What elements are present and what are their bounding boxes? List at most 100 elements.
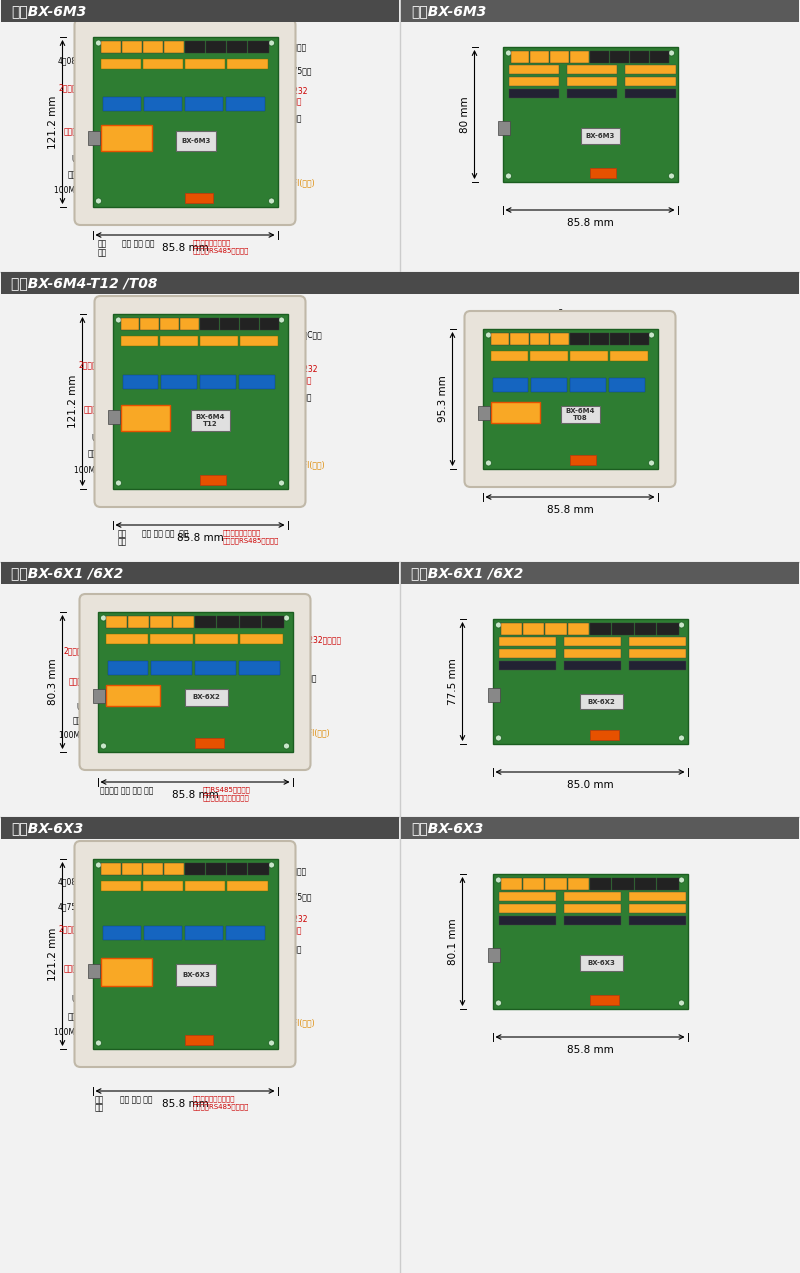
Bar (401, 817, 799, 839)
Bar (227, 881, 267, 891)
Bar (191, 410, 230, 432)
Circle shape (649, 460, 654, 466)
Text: 85.8 mm: 85.8 mm (566, 1045, 614, 1055)
Text: 4组75接口: 4组75接口 (283, 66, 312, 75)
Bar (185, 881, 226, 891)
Circle shape (678, 735, 685, 741)
Bar (590, 622, 611, 635)
Bar (650, 51, 669, 62)
Bar (160, 336, 198, 346)
Bar (510, 334, 530, 345)
Text: 2位节日选择: 2位节日选择 (58, 84, 86, 93)
Bar (490, 334, 510, 345)
Bar (227, 41, 247, 53)
Bar (563, 904, 621, 913)
Bar (195, 661, 236, 675)
Bar (610, 51, 629, 62)
Bar (102, 97, 141, 111)
Bar (546, 878, 566, 890)
Bar (490, 402, 539, 423)
Bar (563, 649, 621, 658)
Circle shape (269, 862, 274, 868)
Bar (609, 378, 645, 392)
Bar (487, 687, 499, 701)
Text: 测试按钮: 测试按钮 (68, 1012, 86, 1021)
Bar (142, 863, 163, 875)
Bar (122, 863, 142, 875)
Bar (498, 661, 555, 670)
Text: 测试按钮: 测试按钮 (88, 449, 106, 458)
Bar (142, 59, 183, 69)
Bar (1, 817, 399, 839)
Bar (160, 318, 179, 330)
Bar (634, 878, 656, 890)
Bar (493, 619, 687, 743)
Bar (590, 729, 619, 740)
Bar (563, 917, 621, 925)
Text: 100M 网口: 100M 网口 (54, 1027, 86, 1036)
Bar (570, 454, 596, 465)
Bar (657, 622, 678, 635)
Bar (240, 318, 258, 330)
Text: 16组C接口: 16组C接口 (294, 331, 322, 340)
Text: 遥控: 遥控 (118, 537, 126, 546)
Bar (629, 904, 686, 913)
Text: 8组总接口: 8组总接口 (558, 308, 582, 317)
Bar (150, 616, 172, 628)
Bar (240, 336, 278, 346)
Circle shape (678, 877, 685, 883)
Bar (206, 41, 226, 53)
Text: 测试按钮: 测试按钮 (68, 171, 86, 179)
Bar (570, 51, 589, 62)
Text: 85.0 mm: 85.0 mm (566, 780, 614, 791)
Bar (140, 318, 159, 330)
Bar (121, 336, 158, 346)
Text: 可配置入环境监测传感器: 可配置入环境监测传感器 (202, 794, 250, 801)
Bar (87, 964, 99, 978)
Bar (629, 661, 686, 670)
Bar (113, 314, 287, 489)
Bar (493, 378, 528, 392)
Bar (509, 65, 559, 74)
Circle shape (95, 39, 102, 46)
Bar (570, 378, 606, 392)
Bar (612, 878, 634, 890)
Circle shape (649, 332, 654, 339)
Bar (590, 334, 609, 345)
Bar (248, 41, 269, 53)
Circle shape (506, 50, 511, 56)
Bar (93, 37, 278, 207)
Bar (590, 878, 611, 890)
Bar (523, 878, 544, 890)
Text: BX-6X3: BX-6X3 (588, 960, 616, 966)
Text: 遥控: 遥控 (98, 248, 106, 257)
Bar (98, 612, 293, 752)
Circle shape (495, 877, 502, 883)
Text: 121.2 mm: 121.2 mm (47, 95, 58, 149)
Text: RC232通讯接口: RC232通讯接口 (298, 635, 342, 644)
Bar (218, 616, 238, 628)
Bar (200, 336, 238, 346)
Bar (128, 616, 150, 628)
Bar (563, 636, 621, 645)
Text: 85.8 mm: 85.8 mm (546, 505, 594, 516)
FancyBboxPatch shape (94, 297, 306, 507)
Bar (262, 616, 283, 628)
Bar (195, 738, 224, 749)
Bar (523, 622, 544, 635)
Text: 新版BX-6M4-T12 /T08: 新版BX-6M4-T12 /T08 (11, 276, 158, 290)
Bar (501, 622, 522, 635)
Text: 通讯接口: 通讯接口 (294, 376, 312, 384)
Text: 继电器开关: 继电器开关 (83, 406, 106, 415)
Text: 新版BX-6X3: 新版BX-6X3 (11, 821, 83, 835)
Text: 121.2 mm: 121.2 mm (67, 374, 78, 428)
Text: 红外: 红外 (118, 530, 126, 538)
Bar (630, 334, 649, 345)
Bar (185, 97, 223, 111)
Bar (185, 1035, 213, 1045)
Text: 100M 网口: 100M 网口 (74, 465, 106, 475)
Text: 80.3 mm: 80.3 mm (47, 658, 58, 705)
Bar (144, 97, 182, 111)
Text: 默认环境监测传感器: 默认环境监测传感器 (193, 239, 230, 246)
Bar (498, 649, 555, 658)
